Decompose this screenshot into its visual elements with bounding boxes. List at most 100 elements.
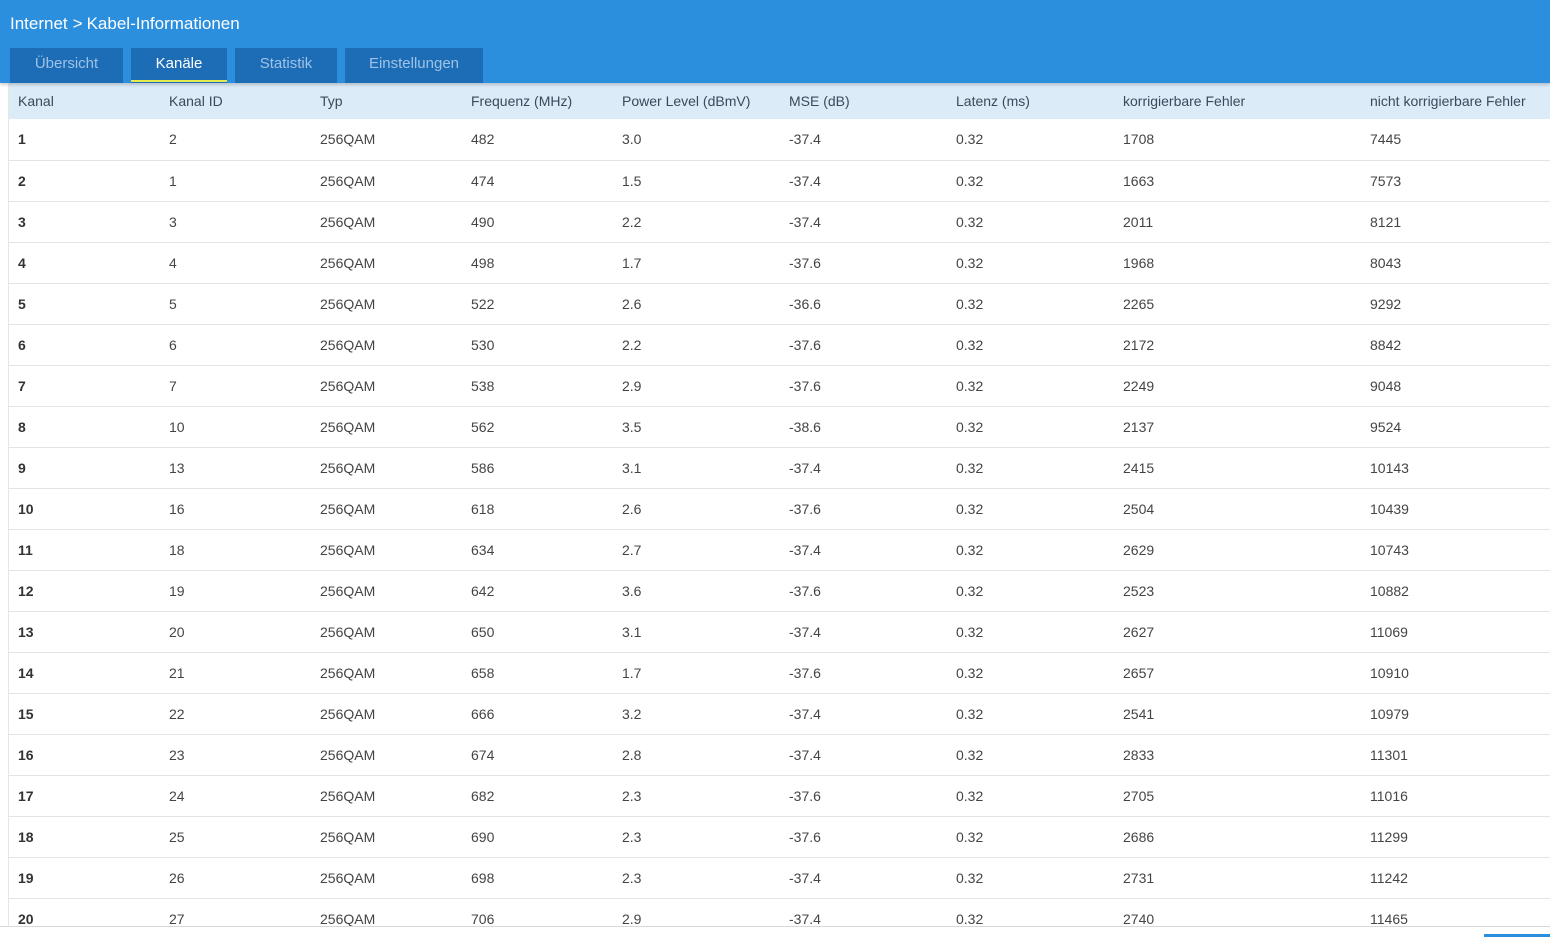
cell-mse: -37.4: [780, 898, 947, 926]
cell-kanal-id: 19: [160, 570, 311, 612]
cell-kanal: 20: [9, 898, 160, 926]
cell-korrigierbare-fehler: 2705: [1114, 775, 1361, 817]
table-row: 19 26 256QAM 698 2.3 -37.4 0.32 2731 11242: [9, 857, 1550, 899]
cell-kanal: 4: [9, 242, 160, 284]
cell-power-level: 2.2: [613, 201, 780, 243]
cell-frequenz: 482: [462, 119, 613, 161]
cell-korrigierbare-fehler: 2686: [1114, 816, 1361, 858]
cell-mse: -37.6: [780, 488, 947, 530]
cell-mse: -36.6: [780, 283, 947, 325]
cell-kanal: 17: [9, 775, 160, 817]
column-header-mse: MSE (dB): [789, 93, 850, 109]
cell-power-level: 2.9: [613, 365, 780, 407]
cell-power-level: 2.8: [613, 734, 780, 776]
cell-typ: 256QAM: [311, 160, 462, 202]
cell-frequenz: 682: [462, 775, 613, 817]
cell-latenz: 0.32: [947, 119, 1114, 161]
table-row: 1 2 256QAM 482 3.0 -37.4 0.32 1708 7445: [9, 119, 1550, 161]
cell-latenz: 0.32: [947, 406, 1114, 448]
table-header-row: Kanal Kanal ID Typ Frequenz (MHz) Power Leve…: [9, 83, 1550, 119]
cell-typ: 256QAM: [311, 488, 462, 530]
cell-frequenz: 538: [462, 365, 613, 407]
cell-korrigierbare-fehler: 2415: [1114, 447, 1361, 489]
cell-frequenz: 666: [462, 693, 613, 735]
cell-power-level: 3.5: [613, 406, 780, 448]
cell-mse: -37.6: [780, 570, 947, 612]
cell-latenz: 0.32: [947, 652, 1114, 694]
tab-statistik[interactable]: Statistik: [235, 48, 337, 83]
cell-korrigierbare-fehler: 2172: [1114, 324, 1361, 366]
cell-kanal-id: 25: [160, 816, 311, 858]
cell-latenz: 0.32: [947, 611, 1114, 653]
cell-typ: 256QAM: [311, 816, 462, 858]
channel-table: Kanal Kanal ID Typ Frequenz (MHz) Power Leve…: [9, 83, 1550, 926]
cell-nicht-korrigierbare-fehler: 11069: [1361, 611, 1550, 653]
cell-latenz: 0.32: [947, 734, 1114, 776]
chevron-right-icon: >: [72, 14, 83, 33]
table-row: 10 16 256QAM 618 2.6 -37.6 0.32 2504 10439: [9, 488, 1550, 530]
table-row: 7 7 256QAM 538 2.9 -37.6 0.32 2249 9048: [9, 365, 1550, 407]
column-header-typ: Typ: [320, 93, 343, 109]
cell-kanal: 12: [9, 570, 160, 612]
cell-frequenz: 474: [462, 160, 613, 202]
cell-kanal-id: 10: [160, 406, 311, 448]
cell-mse: -37.6: [780, 365, 947, 407]
cell-frequenz: 522: [462, 283, 613, 325]
cell-nicht-korrigierbare-fehler: 10979: [1361, 693, 1550, 735]
cell-kanal-id: 7: [160, 365, 311, 407]
cell-power-level: 2.3: [613, 775, 780, 817]
cell-latenz: 0.32: [947, 324, 1114, 366]
table-row: 17 24 256QAM 682 2.3 -37.6 0.32 2705 11016: [9, 775, 1550, 817]
cell-latenz: 0.32: [947, 488, 1114, 530]
table-row: 4 4 256QAM 498 1.7 -37.6 0.32 1968 8043: [9, 242, 1550, 284]
table-body: 1 2 256QAM 482 3.0 -37.4 0.32 1708 7445 2 1 256QAM 4…: [9, 119, 1550, 926]
cell-frequenz: 618: [462, 488, 613, 530]
cell-kanal-id: 22: [160, 693, 311, 735]
cell-nicht-korrigierbare-fehler: 8043: [1361, 242, 1550, 284]
cell-power-level: 2.6: [613, 488, 780, 530]
cell-power-level: 1.7: [613, 652, 780, 694]
cell-frequenz: 698: [462, 857, 613, 899]
cell-nicht-korrigierbare-fehler: 11465: [1361, 898, 1550, 926]
cell-typ: 256QAM: [311, 119, 462, 161]
cell-kanal: 7: [9, 365, 160, 407]
cell-kanal-id: 13: [160, 447, 311, 489]
scroll-indicator[interactable]: [1484, 934, 1550, 937]
cell-frequenz: 498: [462, 242, 613, 284]
cell-typ: 256QAM: [311, 775, 462, 817]
cell-power-level: 2.3: [613, 816, 780, 858]
cell-typ: 256QAM: [311, 242, 462, 284]
breadcrumb-internet-link[interactable]: Internet: [10, 14, 68, 33]
tab-kanaele[interactable]: Kanäle: [131, 48, 227, 83]
channel-table-container[interactable]: Kanal Kanal ID Typ Frequenz (MHz) Power Leve…: [8, 83, 1550, 926]
cell-kanal-id: 27: [160, 898, 311, 926]
tab-uebersicht[interactable]: Übersicht: [10, 48, 123, 83]
divider: [0, 926, 1550, 927]
cell-power-level: 3.1: [613, 611, 780, 653]
cell-typ: 256QAM: [311, 529, 462, 571]
cell-korrigierbare-fehler: 2541: [1114, 693, 1361, 735]
cell-typ: 256QAM: [311, 283, 462, 325]
cell-kanal: 18: [9, 816, 160, 858]
cell-power-level: 3.1: [613, 447, 780, 489]
cell-kanal: 1: [9, 119, 160, 161]
tab-einstellungen[interactable]: Einstellungen: [345, 48, 483, 83]
cell-nicht-korrigierbare-fehler: 9048: [1361, 365, 1550, 407]
cell-power-level: 2.7: [613, 529, 780, 571]
cell-typ: 256QAM: [311, 611, 462, 653]
cell-mse: -37.4: [780, 160, 947, 202]
cell-typ: 256QAM: [311, 406, 462, 448]
cell-latenz: 0.32: [947, 201, 1114, 243]
table-row: 15 22 256QAM 666 3.2 -37.4 0.32 2541 10979: [9, 693, 1550, 735]
cell-mse: -37.4: [780, 529, 947, 571]
cell-kanal-id: 20: [160, 611, 311, 653]
cell-kanal: 14: [9, 652, 160, 694]
cell-frequenz: 586: [462, 447, 613, 489]
cell-korrigierbare-fehler: 2265: [1114, 283, 1361, 325]
cell-mse: -37.4: [780, 201, 947, 243]
cell-typ: 256QAM: [311, 652, 462, 694]
cell-mse: -38.6: [780, 406, 947, 448]
cell-frequenz: 642: [462, 570, 613, 612]
cell-power-level: 2.2: [613, 324, 780, 366]
column-header-kanal: Kanal: [18, 93, 54, 109]
